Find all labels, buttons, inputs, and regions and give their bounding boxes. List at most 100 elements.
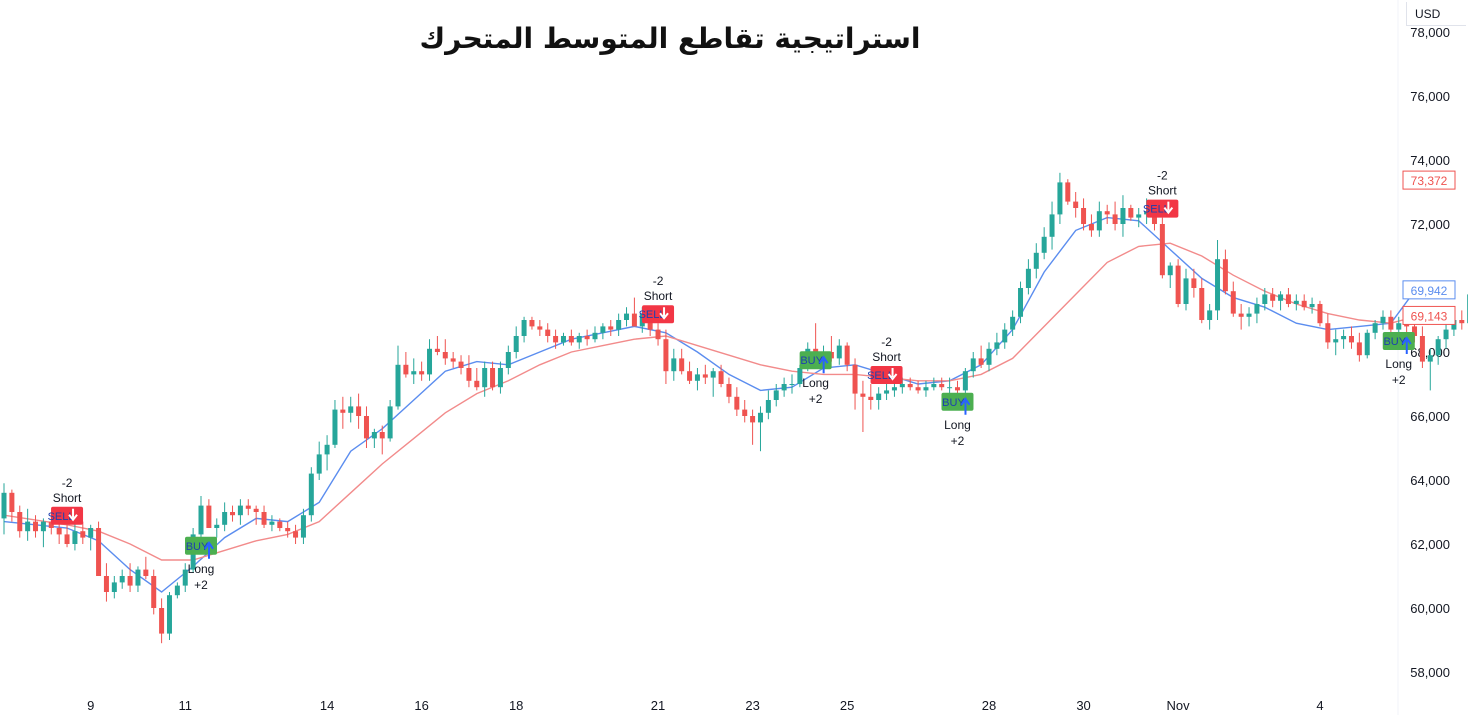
candle-body xyxy=(182,569,188,586)
candle-body xyxy=(1025,268,1031,288)
signal-qty-text: +2 xyxy=(1392,373,1406,387)
y-tick-label: 64,000 xyxy=(1410,473,1450,488)
candle-body xyxy=(608,326,614,330)
candle-body xyxy=(1041,236,1047,253)
candle-body xyxy=(466,368,472,381)
candle-body xyxy=(411,371,417,375)
candle-body xyxy=(844,345,850,365)
candle-body xyxy=(773,390,779,400)
candle-body xyxy=(1278,294,1284,301)
candle-body xyxy=(750,416,756,423)
candle-body xyxy=(978,358,984,365)
candle-body xyxy=(568,336,574,343)
candle-body xyxy=(1412,326,1418,336)
candle-body xyxy=(687,371,693,381)
candle-body xyxy=(1120,208,1126,224)
candle-body xyxy=(1427,355,1433,362)
arrow-up-icon xyxy=(204,540,214,559)
candle-body xyxy=(1270,294,1276,301)
y-tick-label: 60,000 xyxy=(1410,601,1450,616)
candle-body xyxy=(127,576,133,586)
candle-body xyxy=(88,528,94,538)
sell-signal-label: SELL xyxy=(639,309,666,321)
candle-body xyxy=(419,371,425,375)
signal-side-text: Long xyxy=(802,376,829,390)
signal-side-text: Short xyxy=(1148,184,1177,198)
candle-body xyxy=(1364,332,1370,356)
signal-side-text: Long xyxy=(944,418,971,432)
signal-qty-text: -2 xyxy=(62,476,73,490)
x-tick-label: 21 xyxy=(651,698,665,713)
sell-signal-box xyxy=(870,366,903,384)
candle-body xyxy=(718,371,724,384)
candle-body xyxy=(734,396,740,410)
candle-body xyxy=(166,595,172,634)
signal-qty-text: +2 xyxy=(809,392,823,406)
candle-body xyxy=(891,387,897,391)
candle-body xyxy=(545,329,551,336)
candle-body xyxy=(1033,252,1039,269)
signal-side-text: Short xyxy=(872,350,901,364)
candle-body xyxy=(442,352,448,359)
candle-body xyxy=(560,336,566,343)
candle-body xyxy=(379,432,385,439)
candle-body xyxy=(1167,265,1173,276)
candle-body xyxy=(198,505,204,535)
candle-body xyxy=(143,569,149,576)
candle-body xyxy=(592,332,598,340)
candle-body xyxy=(33,521,39,532)
candle-body xyxy=(25,521,31,532)
currency-label[interactable]: USD xyxy=(1406,2,1466,26)
price-tag-text: 73,372 xyxy=(1411,174,1448,188)
candle-body xyxy=(434,348,440,352)
candle-body xyxy=(253,508,259,512)
candle-body xyxy=(994,342,1000,349)
candle-body xyxy=(702,374,708,378)
candle-body xyxy=(174,585,180,596)
candle-body xyxy=(553,336,559,343)
candle-body xyxy=(332,409,338,445)
candle-body xyxy=(836,345,842,359)
candle-body xyxy=(1199,288,1205,320)
arrow-down-icon xyxy=(68,508,78,522)
signal-qty-text: +2 xyxy=(951,434,965,448)
signal-side-text: Short xyxy=(53,491,82,505)
candle-body xyxy=(1459,320,1465,324)
candle-body xyxy=(671,358,677,372)
candle-body xyxy=(1309,304,1315,308)
price-tag-box xyxy=(1402,305,1456,325)
candle-body xyxy=(1443,329,1449,340)
buy-signal-label: BUY xyxy=(1383,336,1406,348)
candle-body xyxy=(655,329,661,340)
candle-body xyxy=(222,512,228,525)
candle-body xyxy=(1254,304,1260,314)
candle-body xyxy=(954,387,960,391)
chart-title: استراتيجية تقاطع المتوسط المتحرك xyxy=(419,22,921,55)
candle-body xyxy=(348,406,354,413)
signal-qty-text: -2 xyxy=(881,335,892,349)
signal-side-text: Long xyxy=(188,562,215,576)
candle-body xyxy=(9,492,15,512)
sell-signal-box xyxy=(51,506,84,525)
candle-body xyxy=(395,364,401,407)
candle-body xyxy=(111,582,117,592)
candle-body xyxy=(56,528,62,535)
candle-body xyxy=(726,384,732,397)
candle-body xyxy=(1207,310,1213,320)
buy-signal-label: BUY xyxy=(186,541,209,553)
candle-body xyxy=(899,384,905,388)
candle-body xyxy=(80,531,86,538)
x-tick-label: 25 xyxy=(840,698,854,713)
candle-body xyxy=(710,371,716,378)
candle-body xyxy=(970,358,976,372)
candle-body xyxy=(931,384,937,388)
candle-body xyxy=(962,371,968,391)
candle-body xyxy=(387,406,393,439)
candle-body xyxy=(427,348,433,375)
candle-body xyxy=(1230,291,1236,314)
candle-body xyxy=(1317,304,1323,324)
candle-body xyxy=(135,569,141,586)
candle-body xyxy=(884,390,890,394)
price-tag-box xyxy=(1402,280,1456,300)
